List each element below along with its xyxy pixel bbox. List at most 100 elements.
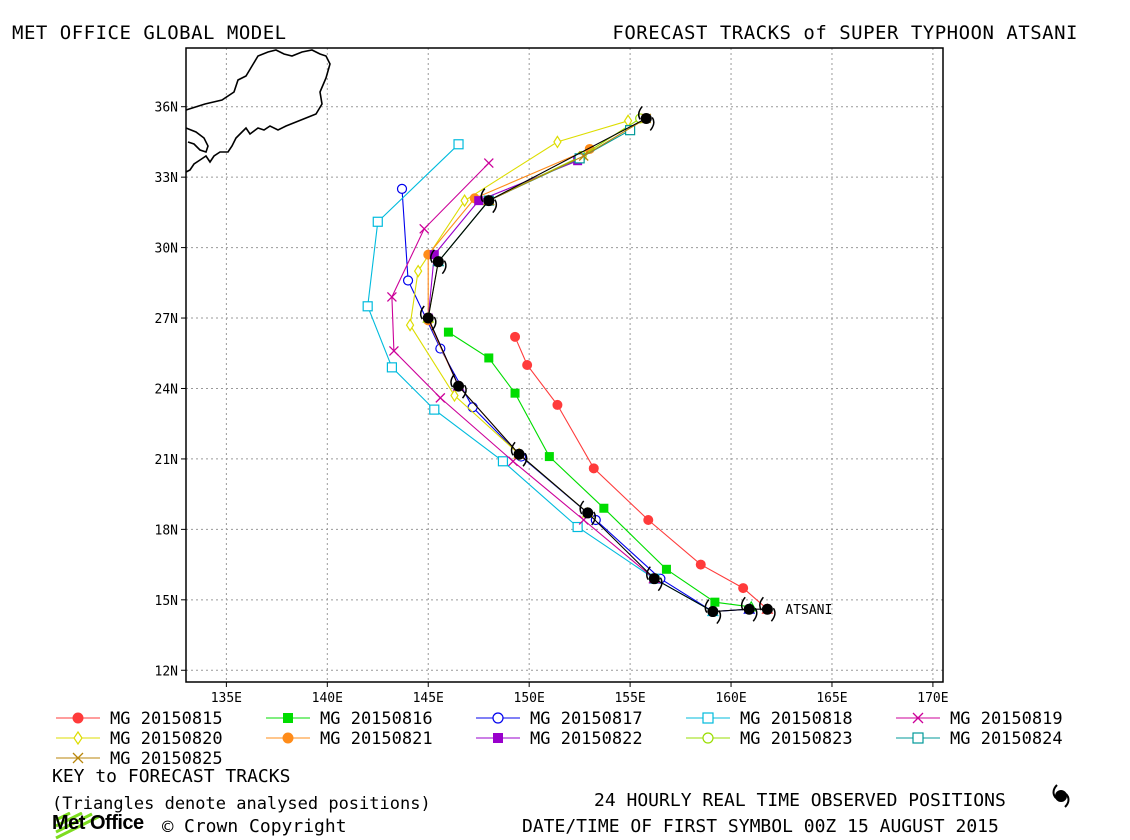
track-line — [391, 162, 655, 580]
met-office-logo-icon — [55, 812, 101, 840]
track-point — [710, 597, 720, 607]
observed-typhoon-symbol — [419, 305, 437, 331]
legend-label: MG 20150824 — [950, 729, 1063, 749]
legend-entry: MG 20150818 — [686, 709, 853, 729]
track-point — [362, 301, 373, 312]
observed-positions-label: 24 HOURLY REAL TIME OBSERVED POSITIONS — [594, 790, 1006, 811]
track-point — [643, 514, 654, 525]
y-tick-label: 18N — [155, 523, 178, 538]
track-point — [483, 158, 494, 169]
storm-label: ATSANI — [785, 603, 832, 618]
track-point — [72, 752, 84, 764]
track-line — [448, 331, 752, 608]
observed-swirl — [716, 610, 722, 625]
track-point — [702, 712, 714, 724]
legend-label: MG 20150821 — [320, 729, 433, 749]
observed-swirl — [510, 441, 516, 456]
track-point — [467, 402, 478, 413]
track-point — [435, 392, 446, 403]
track-mg-20150822 — [423, 156, 583, 391]
track-line — [367, 143, 714, 613]
observed-swirl — [591, 511, 597, 526]
track-point — [474, 196, 484, 206]
legend-label: MG 20150816 — [320, 709, 433, 729]
track-point — [429, 250, 439, 260]
y-tick-label: 33N — [155, 171, 178, 186]
legend-entry: MG 20150822 — [476, 729, 643, 749]
track-point — [386, 362, 398, 373]
observed-typhoon-symbol — [637, 105, 655, 131]
track-point — [912, 732, 924, 744]
y-tick-label: 36N — [155, 101, 178, 116]
observed-point — [761, 603, 773, 615]
observed-swirl — [450, 373, 456, 388]
observed-point — [648, 573, 660, 585]
observed-typhoon-symbol — [510, 441, 528, 467]
observed-swirl — [752, 607, 758, 622]
observed-swirl — [431, 316, 437, 331]
track-point — [510, 388, 520, 398]
observed-point — [422, 312, 434, 324]
observed-swirl — [704, 599, 710, 613]
legend-label: MG 20150819 — [950, 709, 1063, 729]
track-point — [72, 712, 84, 724]
track-point — [396, 183, 408, 194]
met-office-logo-text: Met Office — [52, 812, 144, 834]
track-point — [497, 456, 509, 467]
x-tick-label: 155E — [614, 691, 645, 706]
track-point — [492, 712, 504, 724]
observed-swirl — [480, 188, 486, 203]
observed-typhoon-symbol — [450, 373, 467, 399]
plot-frame — [185, 47, 944, 683]
track-mg-20150816 — [443, 327, 758, 612]
track-point — [625, 125, 636, 136]
grid — [186, 48, 943, 682]
observed-typhoon-symbol — [704, 599, 722, 625]
legend-entry: MG 20150823 — [686, 729, 853, 749]
track-line — [437, 129, 631, 263]
x-tick-label: 170E — [917, 691, 948, 706]
observed-swirl — [657, 577, 663, 592]
observed-swirl — [645, 566, 651, 581]
track-line — [409, 120, 629, 514]
observed-swirl — [492, 199, 498, 214]
track-point — [552, 399, 563, 410]
observed-swirl — [637, 105, 643, 120]
legend-entry: MG 20150825 — [56, 749, 223, 769]
observed-point — [453, 380, 465, 392]
typhoon-symbol-icon — [1052, 784, 1070, 808]
observed-swirl — [419, 305, 425, 320]
legend-label: MG 20150818 — [740, 709, 853, 729]
y-tick-label: 15N — [155, 594, 178, 609]
observed-typhoon-symbol — [740, 596, 758, 622]
track-point — [702, 732, 714, 744]
track-point — [484, 353, 494, 363]
track-point — [413, 264, 423, 278]
observed-typhoon-symbol — [480, 188, 498, 214]
track-point — [572, 521, 583, 533]
x-tick-label: 145E — [413, 691, 444, 706]
observed-swirl — [441, 260, 447, 275]
track-point — [912, 712, 924, 724]
observed-point — [483, 195, 495, 207]
observed-typhoon-symbol — [579, 500, 597, 526]
observed-typhoon-symbol — [645, 566, 663, 592]
legend-label: MG 20150815 — [110, 709, 223, 729]
forecast-tracks — [362, 113, 774, 617]
track-point — [695, 559, 706, 570]
observed-swirl — [770, 607, 776, 622]
observed-point — [640, 112, 652, 124]
track-point — [553, 135, 562, 149]
track-point — [386, 291, 397, 302]
track-point — [588, 463, 599, 474]
header-left-title: MET OFFICE GLOBAL MODEL — [12, 22, 287, 44]
track-point — [510, 331, 521, 342]
legend-label: MG 20150817 — [530, 709, 643, 729]
copyright-text: Crown Copyright — [184, 816, 347, 837]
track-point — [544, 452, 554, 462]
legend-entry: MG 20150815 — [56, 709, 223, 729]
legend-entry: MG 20150820 — [56, 729, 223, 749]
legend-entry: MG 20150821 — [266, 729, 433, 749]
observed-point — [582, 507, 594, 519]
